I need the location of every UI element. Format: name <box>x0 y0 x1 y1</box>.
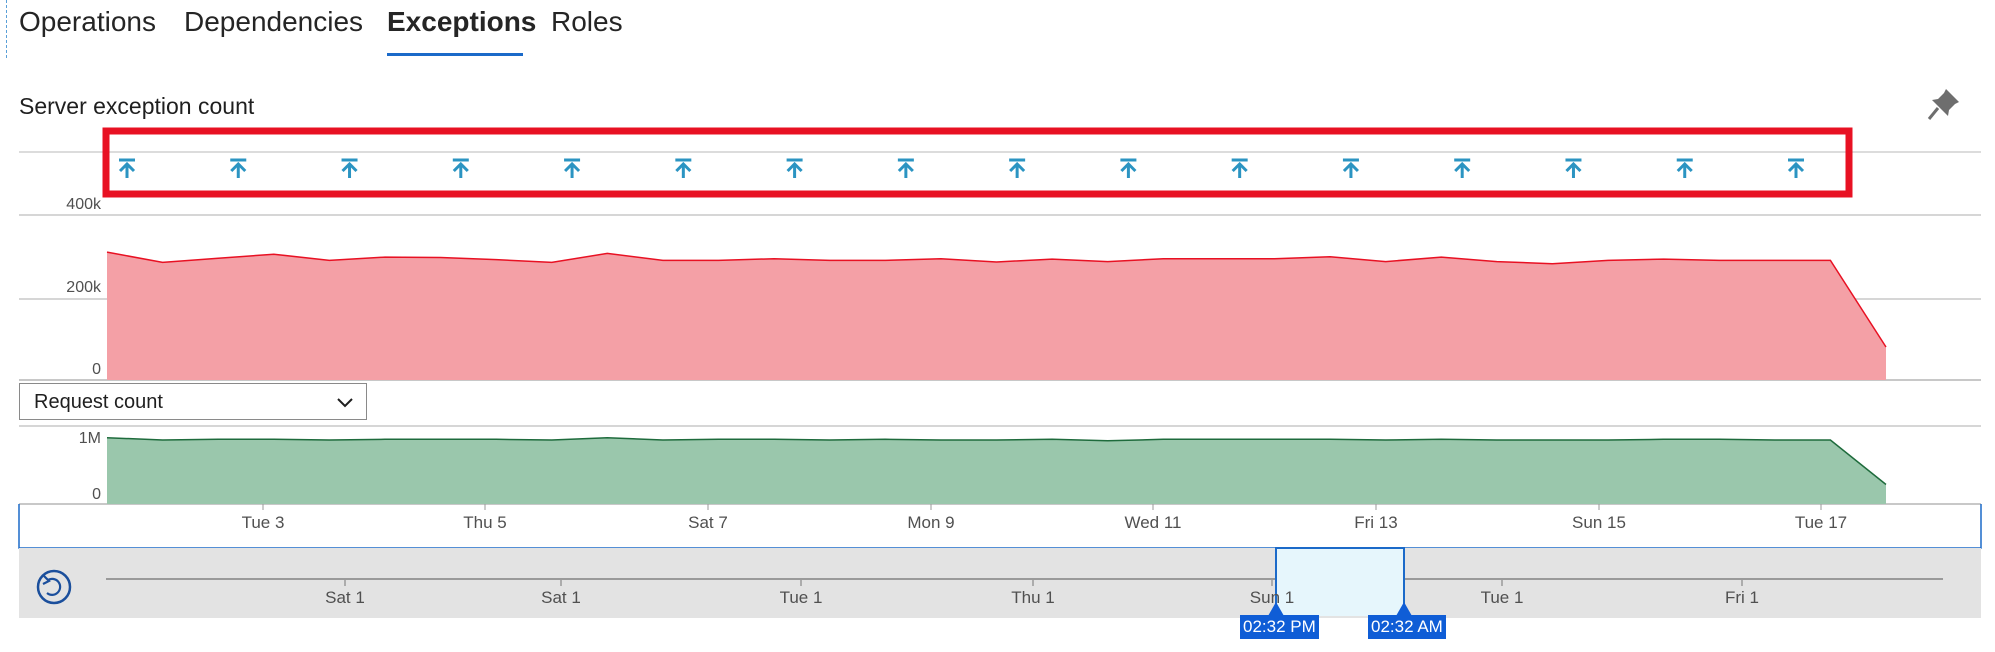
active-tab-indicator <box>387 53 523 56</box>
x-tick-label: Tue 17 <box>1795 513 1847 532</box>
y-tick-request-0: 0 <box>92 486 101 503</box>
brush-end-handle[interactable] <box>1396 602 1412 616</box>
annotation-arrow-head <box>675 161 692 173</box>
brush-end-label: 02:32 AM <box>1368 615 1446 639</box>
annotation-arrow-head <box>1787 161 1805 173</box>
chevron-down-icon <box>337 398 353 408</box>
tab-dependencies[interactable]: Dependencies <box>184 6 364 37</box>
annotation-arrow-head <box>1009 161 1026 173</box>
x-tick-label: Fri 13 <box>1354 513 1397 532</box>
brush-tick-label: Sun 1 <box>1250 588 1294 607</box>
annotation-arrow-head <box>1120 161 1137 173</box>
arrow-to-top-icon[interactable] <box>1342 158 1359 178</box>
brush-tick-label: Thu 1 <box>1011 588 1054 607</box>
y-tick-0: 0 <box>92 361 101 378</box>
brush-tick-label: Fri 1 <box>1725 588 1759 607</box>
exception-area-series <box>106 251 1887 380</box>
x-tick-label: Thu 5 <box>463 513 506 532</box>
annotation-arrow-head <box>341 161 358 173</box>
tab-roles[interactable]: Roles <box>551 6 623 37</box>
annotation-arrow-head <box>1342 161 1359 173</box>
brush-tick-label: Sat 1 <box>325 588 365 607</box>
arrow-to-top-icon[interactable] <box>1787 158 1805 178</box>
arrow-to-top-icon[interactable] <box>1120 158 1137 178</box>
arrow-to-top-icon[interactable] <box>230 158 247 178</box>
x-tick-label: Sun 15 <box>1572 513 1626 532</box>
brush-tick-label: Tue 1 <box>1481 588 1524 607</box>
annotation-arrow-head <box>230 161 247 173</box>
exception-area-line <box>106 251 1887 348</box>
annotation-arrow-head <box>1676 161 1693 173</box>
brush-start-handle[interactable] <box>1268 602 1284 616</box>
annotation-arrow-head <box>897 161 914 173</box>
time-brush-track[interactable] <box>19 548 1981 618</box>
x-tick-label: Wed 11 <box>1124 513 1181 532</box>
metric-selector-value: Request count <box>34 391 163 413</box>
arrow-to-top-icon[interactable] <box>786 158 803 178</box>
exception-area-fill <box>107 252 1886 380</box>
arrow-to-top-icon[interactable] <box>897 158 914 178</box>
annotation-arrow-head <box>1454 161 1471 173</box>
tab-operations[interactable]: Operations <box>19 6 156 37</box>
arrow-to-top-icon[interactable] <box>118 158 136 178</box>
y-tick-1m: 1M <box>79 430 101 447</box>
annotation-arrow-head <box>1565 161 1582 173</box>
x-tick-label: Sat 7 <box>688 513 728 532</box>
metric-selector-dropdown[interactable]: Request count <box>19 383 367 420</box>
brush-selection-border <box>1275 547 1405 606</box>
arrow-to-top-icon[interactable] <box>675 158 692 178</box>
arrow-to-top-icon[interactable] <box>341 158 358 178</box>
annotation-arrow-head <box>118 161 136 173</box>
brush-tick-label: Tue 1 <box>780 588 823 607</box>
pin-icon[interactable] <box>1926 86 1962 122</box>
annotation-arrow-head <box>564 161 581 173</box>
left-accent-line <box>6 0 8 58</box>
request-area-fill <box>107 437 1886 504</box>
arrow-to-top-icon[interactable] <box>1565 158 1582 178</box>
brush-ticks: Sat 1 Sat 1 Tue 1 Thu 1 Sun 1 Tue 1 Fri 1 <box>325 579 1759 607</box>
annotations-highlight-box <box>102 127 1853 198</box>
x-axis-ticks: Tue 3 Thu 5 Sat 7 Mon 9 Wed 11 Fri 13 Sun 15 Tu… <box>242 504 1847 532</box>
y-tick-400k: 400k <box>66 196 102 213</box>
deployment-annotations <box>118 158 1805 178</box>
brush-tick-label: Sat 1 <box>541 588 581 607</box>
arrow-to-top-icon[interactable] <box>564 158 581 178</box>
x-tick-label: Tue 3 <box>242 513 285 532</box>
arrow-to-top-icon[interactable] <box>1009 158 1026 178</box>
arrow-to-top-icon[interactable] <box>1231 158 1248 178</box>
x-axis-frame <box>18 504 1982 549</box>
brush-start-label: 02:32 PM <box>1240 615 1319 639</box>
request-area-series <box>106 436 1887 504</box>
annotation-arrow-head <box>786 161 803 173</box>
annotation-arrow-head <box>452 161 469 173</box>
undo-icon[interactable] <box>36 569 72 605</box>
arrow-to-top-icon[interactable] <box>1454 158 1471 178</box>
brush-selection[interactable] <box>1276 548 1404 616</box>
annotation-arrow-head <box>1231 161 1248 173</box>
request-area-line <box>106 436 1887 486</box>
chart-title: Server exception count <box>19 93 255 119</box>
arrow-to-top-icon[interactable] <box>452 158 469 178</box>
y-tick-200k: 200k <box>66 279 102 296</box>
x-tick-label: Mon 9 <box>907 513 954 532</box>
arrow-to-top-icon[interactable] <box>1676 158 1693 178</box>
tab-exceptions[interactable]: Exceptions <box>387 6 537 37</box>
